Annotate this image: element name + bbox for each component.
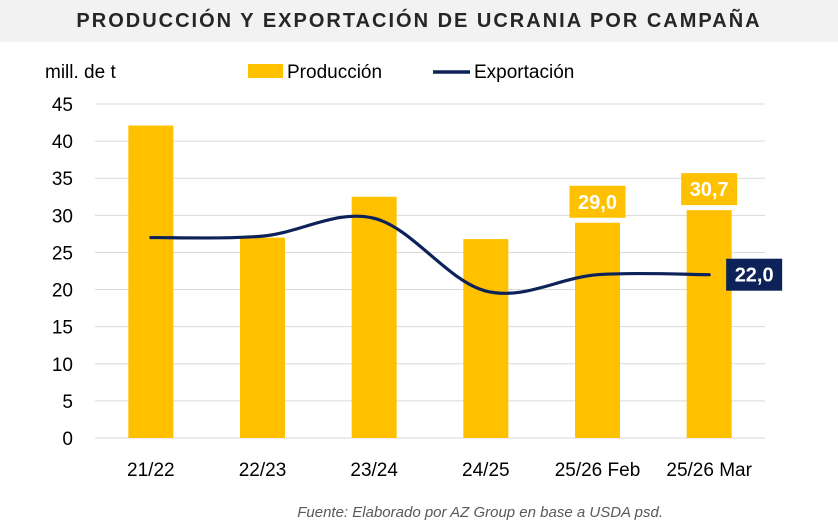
bar-24-25 (463, 239, 509, 438)
y-tick-label: 30 (52, 206, 73, 227)
bar-25-26-Feb (575, 222, 620, 438)
x-tick-label: 25/26 Mar (666, 460, 752, 481)
y-tick-label: 10 (52, 355, 73, 376)
y-axis-label: mill. de t (45, 62, 116, 83)
title-bar (0, 0, 838, 42)
bar-21-22 (128, 125, 174, 438)
y-tick-label: 25 (52, 243, 73, 264)
y-tick-label: 20 (52, 281, 73, 302)
y-tick-label: 0 (62, 429, 73, 450)
legend-label-produccion: Producción (287, 62, 382, 83)
x-tick-labels: 21/22 22/23 23/24 24/25 25/26 Feb 25/26 Mar (127, 460, 753, 481)
legend-label-exportacion: Exportación (474, 62, 574, 83)
chart: 0 5 10 15 20 25 30 35 40 45 29,0 30,7 22,0 21/22 22/… (45, 62, 783, 481)
x-tick-label: 21/22 (127, 460, 175, 481)
production-bars (128, 125, 732, 438)
y-tick-labels: 0 5 10 15 20 25 30 35 40 45 (52, 95, 73, 450)
x-tick-label: 23/24 (350, 460, 398, 481)
bar-25-26-Mar (686, 210, 732, 438)
y-tick-label: 15 (52, 318, 73, 339)
x-tick-label: 25/26 Feb (555, 460, 641, 481)
export-line (149, 214, 711, 295)
data-label: 30,7 (690, 179, 729, 201)
chart-title: PRODUCCIÓN Y EXPORTACIÓN DE UCRANIA POR … (76, 10, 762, 32)
export-series-line (149, 214, 711, 295)
x-tick-label: 24/25 (462, 460, 510, 481)
data-label-box (726, 258, 783, 291)
gridlines (95, 103, 765, 439)
y-tick-label: 5 (62, 392, 73, 413)
y-tick-label: 35 (52, 169, 73, 190)
data-label: 29,0 (578, 192, 617, 214)
y-tick-label: 40 (52, 132, 73, 153)
x-tick-label: 22/23 (239, 460, 287, 481)
data-label-box (681, 173, 738, 206)
data-label-box (569, 185, 626, 218)
data-label: 22,0 (735, 265, 774, 287)
source-note: Fuente: Elaborado por AZ Group en base a… (297, 504, 663, 521)
y-tick-label: 45 (52, 95, 73, 116)
bar-22-23 (240, 237, 285, 438)
data-labels: 29,0 30,7 22,0 (569, 173, 783, 291)
legend-swatch-produccion (248, 64, 283, 78)
legend: Producción Exportación (248, 62, 574, 83)
bar-23-24 (351, 196, 397, 438)
